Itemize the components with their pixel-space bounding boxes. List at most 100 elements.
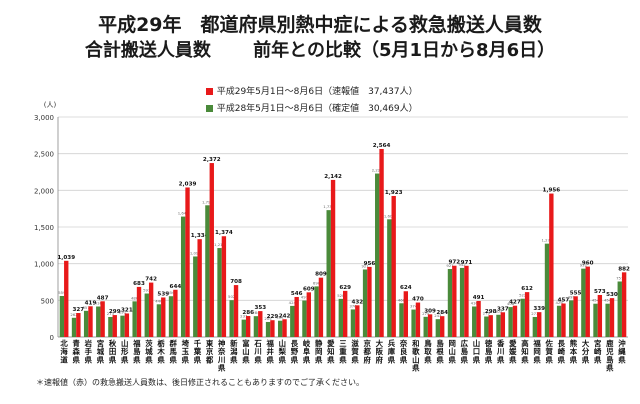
y-axis-label: (人) — [44, 101, 57, 109]
x-tick-label: 知 — [520, 347, 528, 356]
data-label-current: 530 — [606, 292, 618, 298]
legend-swatch-red — [205, 88, 213, 95]
bar-current — [197, 239, 202, 337]
data-label-current: 612 — [521, 286, 533, 292]
x-tick-label: 県 — [218, 364, 226, 373]
x-tick-label: 大 — [376, 339, 384, 348]
x-tick-label: 山 — [121, 339, 128, 348]
data-label-previous: 520 — [337, 293, 345, 298]
bar-previous — [120, 315, 125, 337]
bar-previous — [350, 309, 356, 337]
data-label-previous: 237 — [240, 314, 248, 319]
bar-previous — [472, 306, 477, 337]
bar-current — [464, 265, 469, 337]
x-tick-label: 田 — [109, 347, 116, 356]
bar-previous — [59, 296, 65, 337]
bar-previous — [205, 205, 210, 337]
x-tick-label: 東 — [205, 339, 214, 348]
x-tick-label: 庫 — [388, 347, 396, 356]
y-tick-label: 1,500 — [34, 224, 54, 232]
x-tick-label: 佐 — [544, 339, 553, 348]
x-tick-label: 島 — [436, 339, 444, 348]
bar-previous — [387, 219, 392, 337]
bar-previous — [156, 304, 162, 337]
x-tick-label: 川 — [217, 355, 225, 364]
data-label-current: 573 — [594, 289, 606, 295]
bar-previous — [277, 320, 283, 337]
bar-current — [391, 195, 396, 337]
bar-previous — [556, 305, 562, 337]
data-label-previous: 559 — [58, 290, 66, 295]
x-tick-label: 県 — [436, 355, 444, 364]
x-tick-label: 県 — [594, 355, 602, 364]
x-tick-label: 京 — [206, 347, 214, 356]
bar-current — [367, 266, 372, 337]
data-label-previous: 499 — [568, 294, 576, 299]
data-label-previous: 522 — [519, 293, 527, 298]
data-label-current: 2,142 — [324, 174, 342, 180]
bar-current — [621, 272, 627, 337]
bar-current — [403, 291, 409, 337]
bar-current — [124, 313, 130, 337]
x-tick-label: 本 — [570, 347, 578, 356]
bar-current — [609, 298, 615, 337]
bar-previous — [581, 268, 586, 337]
data-label-previous: 1,730 — [323, 204, 334, 209]
x-tick-label: 葉 — [193, 347, 202, 356]
x-tick-label: 県 — [339, 355, 347, 364]
bar-current — [524, 292, 530, 337]
x-tick-label: 海 — [60, 347, 68, 356]
x-tick-label: 滋 — [351, 339, 359, 348]
data-label-previous: 424 — [289, 300, 297, 305]
x-tick-label: 県 — [315, 355, 323, 364]
y-tick-label: 500 — [41, 297, 54, 305]
x-tick-label: 千 — [194, 339, 202, 348]
data-label-current: 546 — [291, 291, 303, 297]
data-label-current: 432 — [351, 299, 363, 305]
x-tick-label: 県 — [230, 355, 238, 364]
data-label-previous: 205 — [264, 316, 272, 321]
bar-current — [500, 312, 506, 337]
bar-previous — [496, 314, 501, 337]
bar-current — [148, 282, 154, 337]
x-tick-label: 賀 — [544, 347, 553, 356]
bar-current — [245, 316, 251, 337]
data-label-current: 956 — [364, 261, 376, 267]
bar-previous — [435, 319, 441, 337]
x-tick-label: 山 — [412, 355, 419, 364]
x-tick-label: 県 — [606, 364, 614, 373]
data-label-current: 284 — [436, 310, 448, 316]
data-label-previous: 279 — [483, 311, 491, 316]
bar-current — [282, 319, 287, 337]
x-tick-label: 県 — [485, 355, 493, 364]
bar-previous — [71, 317, 77, 337]
data-label-previous: 416 — [471, 300, 479, 305]
x-tick-label: 県 — [303, 355, 311, 364]
bar-current — [440, 316, 445, 337]
x-tick-label: 熊 — [570, 339, 578, 348]
bar-previous — [569, 300, 574, 337]
data-label-current: 457 — [558, 297, 570, 303]
bar-current — [379, 148, 384, 337]
data-label-current: 2,039 — [179, 181, 197, 187]
data-label-previous: 2,229 — [372, 168, 383, 173]
data-label-previous: 593 — [143, 288, 151, 293]
x-tick-label: 県 — [545, 355, 553, 364]
x-tick-label: 宮 — [97, 339, 104, 348]
data-label-previous: 1,273 — [542, 238, 553, 243]
x-tick-label: 岡 — [315, 347, 322, 356]
x-tick-label: 梨 — [278, 347, 287, 356]
bar-current — [573, 296, 578, 337]
x-tick-label: 木 — [156, 347, 165, 356]
data-label-previous: 303 — [495, 309, 503, 314]
bar-previous — [217, 248, 222, 337]
x-tick-label: 福 — [132, 339, 141, 348]
x-tick-label: 鳥 — [424, 339, 432, 348]
bar-current — [88, 306, 93, 337]
x-tick-label: 岡 — [533, 347, 540, 356]
bar-current — [76, 313, 81, 337]
bar-current — [161, 297, 166, 337]
bar-previous — [302, 300, 307, 337]
y-tick-label: 0 — [50, 334, 54, 342]
data-label-current: 299 — [109, 309, 121, 315]
